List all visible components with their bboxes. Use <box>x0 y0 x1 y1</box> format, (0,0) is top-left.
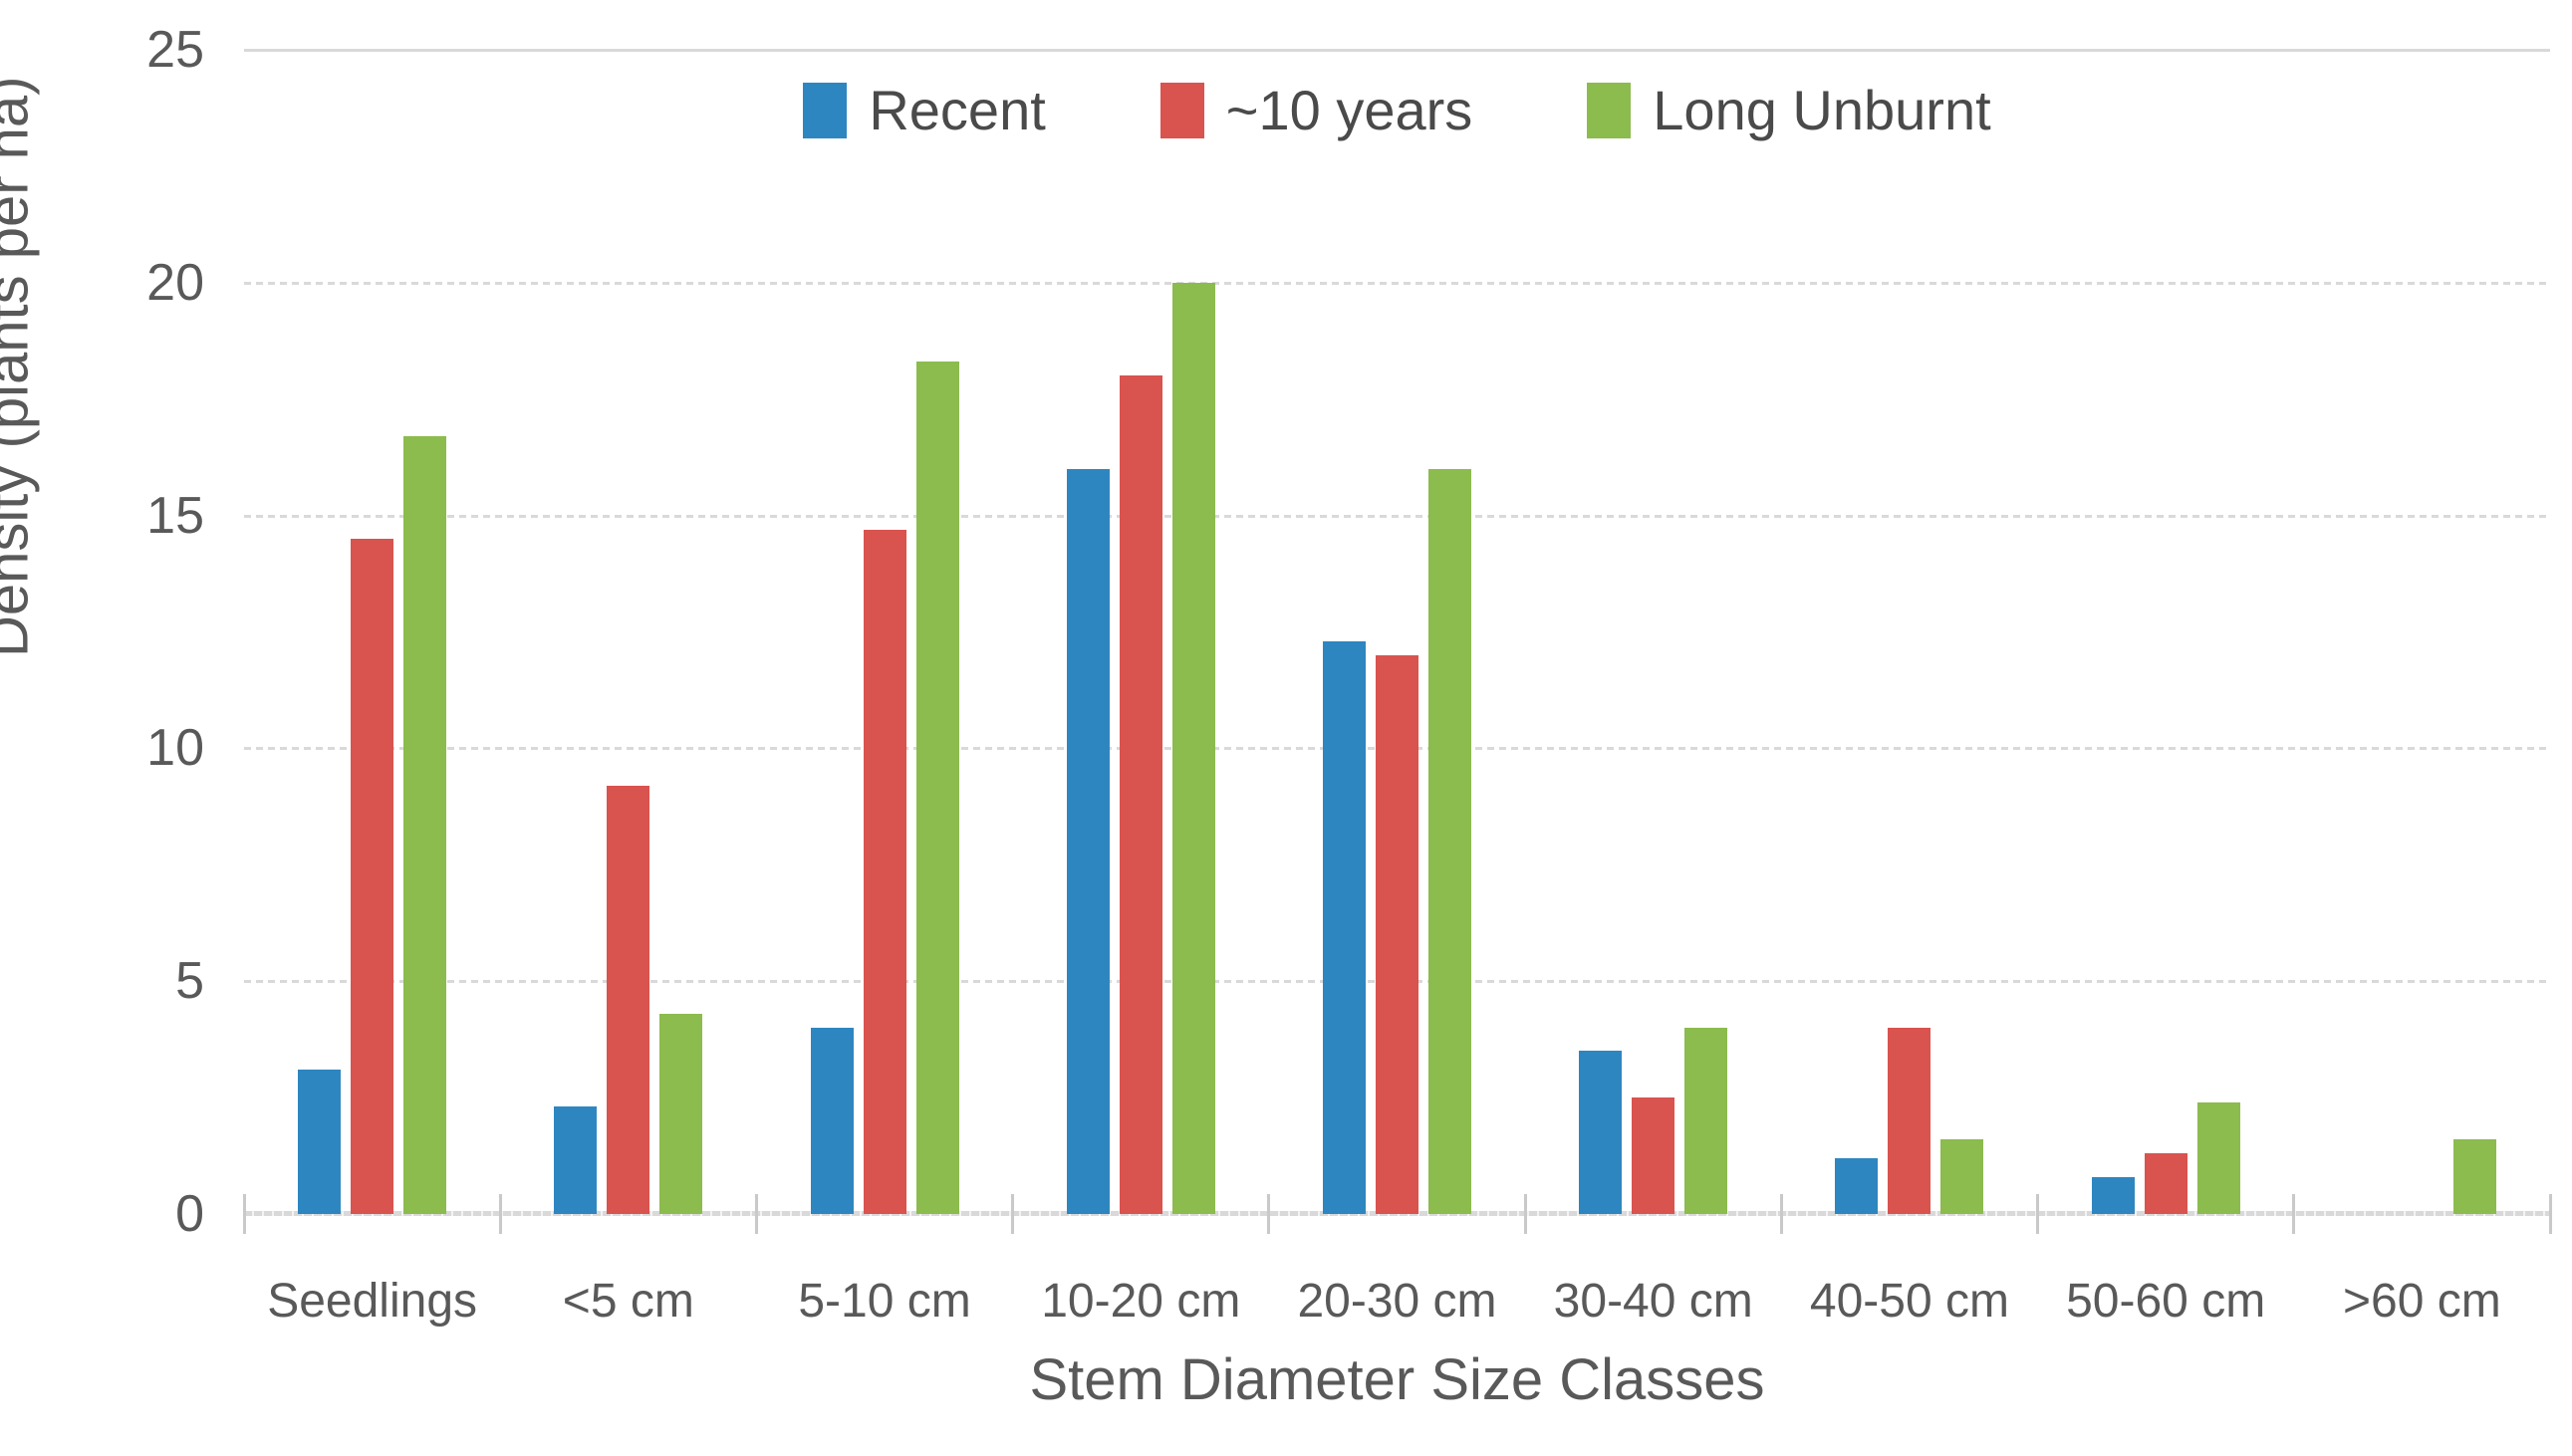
x-axis-tick <box>1523 1194 1527 1234</box>
bar-group-30-40-cm <box>1525 50 1781 1214</box>
bar-recent-30-40-cm <box>1579 1051 1623 1214</box>
bar-10-years-10-20-cm <box>1119 375 1162 1214</box>
bar-10-years-40-50-cm <box>1888 1027 1931 1214</box>
y-tick-label-25: 25 <box>146 21 204 79</box>
bar-group-10-20-cm <box>1013 50 1269 1214</box>
bar-10-years-20-30-cm <box>1375 654 1418 1214</box>
x-axis-tick <box>242 1194 246 1234</box>
category-label-40-50-cm: 40-50 cm <box>1809 1275 2009 1328</box>
x-axis-tick <box>754 1194 758 1234</box>
x-axis-tick <box>2036 1194 2040 1234</box>
category-label-seedlings: Seedlings <box>267 1275 478 1328</box>
bar-long-unburnt-seedlings <box>403 436 447 1214</box>
bar-group-50-60-cm <box>2038 50 2294 1214</box>
x-axis-tick <box>1779 1194 1783 1234</box>
category-label-30-40-cm: 30-40 cm <box>1553 1275 1753 1328</box>
legend-item-10-years: ~10 years <box>1159 78 1473 142</box>
x-axis-tick <box>1011 1194 1015 1234</box>
y-tick-label-15: 15 <box>146 486 204 545</box>
bar-10-years-30-40-cm <box>1632 1097 1675 1214</box>
bar-long-unburnt-60-cm <box>2452 1139 2496 1214</box>
legend-swatch-recent <box>803 82 848 138</box>
bar-group-20-30-cm <box>1269 50 1525 1214</box>
category-label-20-30-cm: 20-30 cm <box>1297 1275 1497 1328</box>
category-label-5-cm: <5 cm <box>562 1275 694 1328</box>
x-axis-tick <box>1267 1194 1271 1234</box>
y-axis-title: Density (plants per ha) <box>0 76 41 657</box>
legend-label-recent: Recent <box>869 79 1046 141</box>
legend-label-long-unburnt: Long Unburnt <box>1653 79 1991 141</box>
bar-10-years-5-10-cm <box>863 529 906 1214</box>
category-label-60-cm: >60 cm <box>2343 1275 2501 1328</box>
bar-group-seedlings <box>244 50 500 1214</box>
gridline-y-20 <box>244 281 2550 285</box>
bar-10-years-50-60-cm <box>2144 1153 2187 1214</box>
legend-item-long-unburnt: Long Unburnt <box>1587 78 1991 142</box>
y-tick-label-0: 0 <box>175 1185 204 1243</box>
category-label-5-10-cm: 5-10 cm <box>798 1275 971 1328</box>
y-tick-label-5: 5 <box>175 952 204 1011</box>
bar-long-unburnt-10-20-cm <box>1171 282 1215 1214</box>
legend-label-10-years: ~10 years <box>1225 79 1473 141</box>
bar-recent-seedlings <box>298 1070 342 1214</box>
bar-group-60-cm <box>2294 50 2550 1214</box>
x-axis-title: Stem Diameter Size Classes <box>1029 1347 1765 1412</box>
bar-recent-40-50-cm <box>1835 1157 1879 1214</box>
bar-group-5-cm <box>500 50 756 1214</box>
bar-long-unburnt-40-50-cm <box>1940 1139 1984 1214</box>
bar-recent-5-cm <box>554 1106 598 1214</box>
bar-recent-50-60-cm <box>2091 1176 2135 1214</box>
bar-long-unburnt-30-40-cm <box>1684 1027 1728 1214</box>
x-axis-tick <box>498 1194 502 1234</box>
gridline-y-25 <box>244 49 2550 52</box>
x-axis-tick <box>2292 1194 2296 1234</box>
bar-recent-5-10-cm <box>810 1027 854 1214</box>
bar-long-unburnt-5-cm <box>659 1013 703 1214</box>
bar-10-years-seedlings <box>351 538 394 1214</box>
bar-group-5-10-cm <box>756 50 1012 1214</box>
x-axis-category-labels: Seedlings <5 cm 5-10 cm 10-20 cm 20-30 cm 30-… <box>244 1257 2550 1346</box>
x-axis-tick <box>2548 1194 2552 1234</box>
legend-swatch-10-years <box>1159 82 1204 138</box>
legend: Recent ~10 years Long Unburnt <box>244 78 2550 142</box>
y-tick-label-20: 20 <box>146 253 204 312</box>
category-label-10-20-cm: 10-20 cm <box>1041 1275 1241 1328</box>
bar-long-unburnt-50-60-cm <box>2196 1101 2240 1214</box>
bar-long-unburnt-20-30-cm <box>1427 468 1471 1214</box>
category-label-50-60-cm: 50-60 cm <box>2066 1275 2266 1328</box>
bar-long-unburnt-5-10-cm <box>915 362 959 1214</box>
bar-recent-20-30-cm <box>1322 640 1366 1214</box>
legend-item-recent: Recent <box>803 78 1046 142</box>
bar-group-40-50-cm <box>1781 50 2037 1214</box>
y-tick-label-10: 10 <box>146 719 204 778</box>
bar-10-years-5-cm <box>607 785 650 1214</box>
gridline-y-15 <box>244 514 2550 518</box>
plot-area <box>242 49 2552 1234</box>
bar-recent-10-20-cm <box>1066 468 1110 1214</box>
legend-swatch-long-unburnt <box>1587 82 1632 138</box>
